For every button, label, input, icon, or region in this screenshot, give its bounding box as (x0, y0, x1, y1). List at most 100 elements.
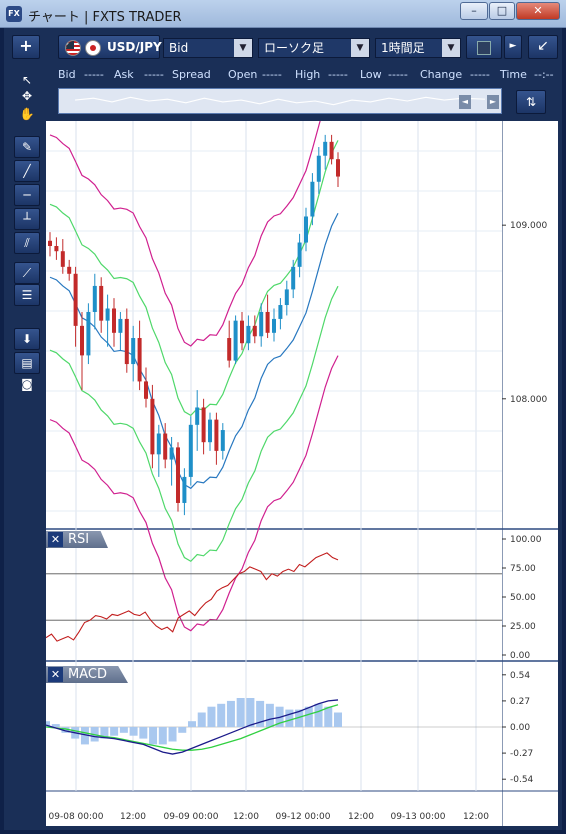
chart-toolbar: + USD/JPY Bid ▼ ローソク足 ▼ 1時間足 ▼ ► ↙ (8, 32, 558, 62)
overview-line (75, 96, 485, 106)
window-title: チャート | FXTS TRADER (28, 10, 182, 25)
chart-canvas[interactable]: 09-08 00:00 12:00 09-09 00:00 12:00 09-12 00… (46, 121, 502, 826)
macd-histogram-bar (265, 703, 274, 727)
detach-window-button[interactable]: ↙ (528, 35, 558, 59)
chart-type-select[interactable]: ローソク足 ▼ (258, 38, 370, 58)
candle-body (195, 407, 200, 425)
chevron-down-icon: ▼ (234, 39, 252, 57)
chart-area[interactable] (46, 121, 502, 826)
rsi-tick-label: 25.00 (510, 622, 536, 632)
bid-label: Bid (58, 68, 76, 81)
candle-body (92, 285, 97, 312)
price-axis (502, 121, 558, 826)
overview-mini-chart[interactable] (58, 88, 502, 114)
candle-body (169, 447, 174, 460)
candle-body (233, 320, 238, 361)
macd-histogram-bar (129, 727, 138, 736)
candle-body (188, 424, 193, 477)
candle-body (73, 273, 78, 326)
candle-body (156, 433, 161, 455)
x-tick-label: 09-12 00:00 (276, 812, 331, 822)
macd-histogram-bar (168, 727, 177, 742)
fibonacci-retracement-tool-icon[interactable]: ☰ (14, 284, 40, 306)
symbol-button[interactable]: USD/JPY (58, 35, 162, 59)
close-button[interactable]: ✕ (516, 2, 560, 20)
vertical-line-tool-icon[interactable]: ┴ (14, 208, 40, 230)
macd-histogram-bar (46, 721, 50, 727)
macd-line (46, 699, 339, 755)
candle-body (278, 305, 283, 319)
candle-body (265, 311, 270, 333)
candle-body (163, 433, 168, 460)
candle-body (131, 338, 136, 365)
bid-value: ----- (84, 68, 104, 81)
candle-body (54, 246, 59, 252)
macd-histogram-bar (51, 724, 60, 727)
scroll-left-icon[interactable]: ◄ (459, 95, 471, 109)
macd-tick-label: 0.27 (510, 697, 530, 707)
color-scheme-button[interactable] (466, 35, 502, 59)
bollinger-lower-2-line (49, 355, 339, 632)
hand-tool-icon[interactable]: ✋ (19, 107, 35, 121)
scroll-right-icon[interactable]: ► (487, 95, 499, 109)
trendline-tool-icon[interactable]: ╱ (14, 160, 40, 182)
macd-label: MACD (68, 667, 107, 682)
fibonacci-fan-tool-icon[interactable]: ⟋ (14, 262, 40, 284)
macd-histogram-bar (295, 709, 304, 727)
rsi-tick-label: 0.00 (510, 651, 530, 661)
close-macd-icon[interactable]: ✕ (48, 667, 63, 682)
candle-body (112, 308, 116, 333)
macd-histogram-bar (119, 727, 128, 733)
rsi-panel-tab: ✕ RSI (46, 531, 108, 548)
crosshair-tool-icon[interactable]: ✥ (21, 89, 33, 103)
candle-body (80, 325, 84, 356)
macd-histogram-bar (197, 712, 206, 727)
maximize-button[interactable]: □ (489, 2, 515, 20)
low-value: ----- (388, 68, 408, 81)
jp-flag-icon (85, 40, 101, 56)
open-label: Open (228, 68, 258, 81)
candle-body (105, 308, 110, 321)
rsi-tick-label: 50.00 (510, 593, 536, 603)
price-type-select[interactable]: Bid ▼ (163, 38, 253, 58)
macd-histogram-bar (80, 727, 89, 745)
camera-tool-icon[interactable]: ◙ (21, 377, 33, 391)
macd-histogram-bar (217, 703, 226, 727)
macd-histogram-bar (226, 700, 235, 727)
horizontal-line-tool-icon[interactable]: ─ (14, 184, 40, 206)
chart-type-value: ローソク足 (264, 41, 325, 55)
pencil-tool-icon[interactable]: ✎ (14, 136, 40, 158)
candle-body (284, 289, 289, 306)
rsi-line (46, 552, 339, 642)
download-tool-icon[interactable]: ⬇ (14, 328, 40, 350)
macd-histogram-bar (149, 727, 158, 745)
x-tick-label: 09-09 00:00 (164, 812, 219, 822)
minimize-button[interactable]: – (460, 2, 488, 20)
x-tick-label: 09-13 00:00 (391, 812, 446, 822)
more-options-button[interactable]: ► (504, 35, 522, 59)
macd-histogram-bar (256, 700, 265, 727)
x-tick-label: 12:00 (463, 812, 489, 822)
time-value: --:-- (534, 68, 554, 81)
x-tick-label: 12:00 (233, 812, 259, 822)
timeframe-select[interactable]: 1時間足 ▼ (375, 38, 461, 58)
macd-tick-label: 0.00 (510, 723, 530, 733)
channel-tool-icon[interactable]: ⫽ (14, 232, 40, 254)
candle-body (214, 419, 219, 451)
candle-body (329, 141, 334, 160)
close-rsi-icon[interactable]: ✕ (48, 532, 63, 547)
macd-signal-line (46, 704, 339, 751)
candle-body (259, 311, 264, 337)
candle-body (304, 216, 308, 243)
bollinger-upper-1-line (49, 140, 339, 417)
list-tool-icon[interactable]: ▤ (14, 352, 40, 374)
macd-histogram-bar (188, 721, 196, 727)
sync-button[interactable]: ⇅ (516, 90, 546, 114)
candle-body (48, 240, 52, 247)
macd-histogram-bar (207, 706, 216, 727)
candle-body (240, 320, 244, 344)
cursor-tool-icon[interactable]: ↖ (21, 73, 33, 87)
add-chart-button[interactable]: + (12, 35, 40, 59)
rsi-label: RSI (68, 532, 90, 547)
candle-body (291, 266, 296, 290)
